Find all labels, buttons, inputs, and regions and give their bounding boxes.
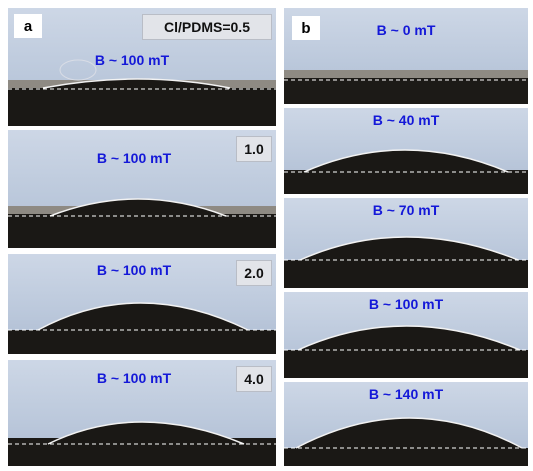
micrograph-b3: B ~ 70 mT xyxy=(284,198,528,288)
droplet-image xyxy=(284,236,528,288)
field-label: B ~ 100 mT xyxy=(96,370,172,386)
field-label: B ~ 0 mT xyxy=(376,22,436,38)
ratio-tag: 1.0 xyxy=(236,136,272,162)
micrograph-a2: 1.0 B ~ 100 mT xyxy=(8,130,276,248)
ratio-tag: 4.0 xyxy=(236,366,272,392)
micrograph-b1: b B ~ 0 mT xyxy=(284,8,528,104)
panel-letter-a: a xyxy=(14,14,42,38)
micrograph-a1: a Cl/PDMS=0.5 B ~ 100 mT xyxy=(8,8,276,126)
ratio-tag: 2.0 xyxy=(236,260,272,286)
micrograph-a3: 2.0 B ~ 100 mT xyxy=(8,254,276,354)
droplet-image xyxy=(8,302,276,354)
micrograph-b2: B ~ 40 mT xyxy=(284,108,528,194)
droplet-image xyxy=(8,59,276,126)
field-label: B ~ 140 mT xyxy=(368,386,444,402)
field-label: B ~ 100 mT xyxy=(96,150,172,166)
droplet-image xyxy=(8,198,276,248)
field-label: B ~ 70 mT xyxy=(372,202,440,218)
panel-letter-b: b xyxy=(292,16,320,40)
droplet-image xyxy=(284,325,528,378)
droplet-image xyxy=(284,417,528,466)
field-label: B ~ 40 mT xyxy=(372,112,440,128)
droplet-image xyxy=(284,70,528,104)
field-label: B ~ 100 mT xyxy=(368,296,444,312)
micrograph-b4: B ~ 100 mT xyxy=(284,292,528,378)
micrograph-b5: B ~ 140 mT xyxy=(284,382,528,466)
ratio-header-box: Cl/PDMS=0.5 xyxy=(142,14,272,40)
droplet-image xyxy=(284,149,528,194)
droplet-image xyxy=(8,421,276,466)
micrograph-a4: 4.0 B ~ 100 mT xyxy=(8,360,276,466)
field-label: B ~ 100 mT xyxy=(96,262,172,278)
field-label: B ~ 100 mT xyxy=(94,52,170,68)
